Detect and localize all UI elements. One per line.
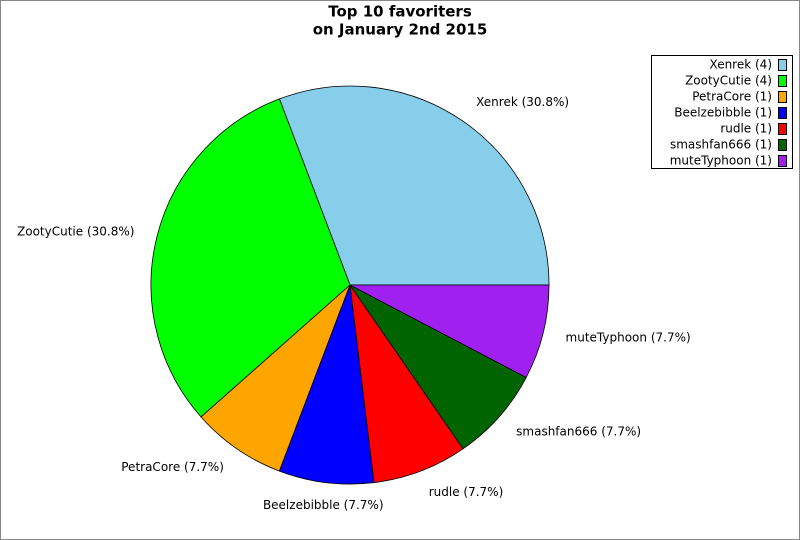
- legend-label: rudle (1): [720, 122, 772, 136]
- pie-slice: [150, 98, 351, 418]
- pie-slice: [349, 284, 550, 379]
- pie-slice: [278, 284, 375, 485]
- legend-label: ZootyCutie (4): [685, 74, 772, 88]
- legend-swatch: [778, 123, 787, 135]
- legend-swatch: [778, 139, 787, 151]
- chart-title: Top 10 favoriters: [328, 3, 472, 21]
- pie-slice: [200, 284, 351, 472]
- pie-slice: [278, 85, 550, 286]
- legend-swatch: [778, 91, 787, 103]
- slice-label: rudle (7.7%): [429, 485, 504, 499]
- slice-label: Beelzebibble (7.7%): [263, 498, 384, 512]
- legend-label: muteTyphoon (1): [670, 154, 772, 168]
- pie-slice: [349, 284, 527, 450]
- slice-label: Xenrek (30.8%): [476, 95, 569, 109]
- legend-label: Xenrek (4): [710, 58, 772, 72]
- legend-label: smashfan666 (1): [670, 138, 772, 152]
- legend-box: [651, 55, 793, 169]
- slice-label: PetraCore (7.7%): [121, 460, 224, 474]
- legend-swatch: [778, 75, 787, 87]
- legend-swatch: [778, 155, 787, 167]
- chart-subtitle: on January 2nd 2015: [313, 21, 488, 39]
- slice-label: smashfan666 (7.7%): [516, 425, 641, 439]
- legend-label: PetraCore (1): [692, 90, 772, 104]
- legend-swatch: [778, 59, 787, 71]
- slice-label: muteTyphoon (7.7%): [566, 331, 691, 345]
- legend-swatch: [778, 107, 787, 119]
- pie-slice: [349, 284, 464, 483]
- slice-label: ZootyCutie (30.8%): [17, 224, 134, 238]
- legend-label: Beelzebibble (1): [674, 106, 772, 120]
